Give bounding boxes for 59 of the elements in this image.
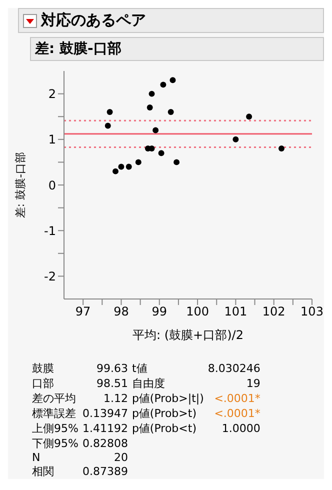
text: 99.63 [95, 361, 128, 376]
chart-title: 対応のあるペア [41, 11, 146, 30]
point [126, 164, 132, 170]
point [146, 104, 153, 110]
text: 1.0000 [220, 421, 260, 436]
text: 口部 [32, 376, 55, 391]
text: 0.87389 [82, 464, 128, 479]
text: p値(Prob<t) [132, 421, 198, 436]
text: N [32, 451, 42, 464]
text: t値 [132, 361, 148, 376]
y-tick-label: -1 [44, 224, 56, 238]
point [112, 168, 118, 174]
text: p値(Prob>t) [132, 406, 198, 421]
text: 20 [112, 451, 128, 464]
point [152, 127, 159, 134]
text: 19 [245, 376, 260, 391]
x-tick-label: 100 [186, 304, 209, 319]
text: 鼓膜 [32, 361, 55, 376]
text: 0.82808 [82, 436, 128, 451]
point [106, 109, 113, 116]
point [158, 150, 164, 156]
x-tick-label: 101 [224, 304, 248, 319]
text: p値(Prob>|t|) [132, 391, 205, 406]
point [232, 136, 239, 142]
text: 8.030246 [208, 361, 260, 376]
x-tick-label: 98 [114, 304, 129, 319]
text: 1.41192 [82, 421, 128, 436]
point [174, 159, 180, 166]
y-tick-label: -2 [44, 269, 56, 284]
chart-subtitle: 差: 鼓膜-口部 [35, 40, 122, 58]
text: 標準誤差 [32, 406, 77, 421]
point [104, 122, 111, 129]
x-tick-label: 97 [75, 304, 91, 319]
x-tick-label: 99 [152, 304, 168, 319]
y-tick-label: 2 [48, 87, 56, 102]
text: <.0001* [213, 391, 260, 406]
point [118, 164, 124, 170]
text: 98.51 [95, 376, 128, 391]
point [160, 82, 166, 88]
text: 上側95% [32, 421, 80, 436]
point [278, 146, 284, 152]
point [135, 159, 142, 166]
text: 自由度 [132, 376, 166, 391]
text: 下側95% [32, 436, 80, 451]
point [170, 77, 176, 84]
y-axis-title: 差: 鼓膜-口部 [14, 152, 27, 218]
text: <.0001* [213, 406, 260, 421]
x-tick-label: 103 [300, 304, 324, 319]
point [246, 114, 252, 120]
point [168, 109, 174, 116]
x-tick-label: 102 [262, 304, 286, 319]
text: 1.12 [102, 391, 128, 406]
point [148, 90, 155, 97]
y-tick-label: 1 [48, 132, 56, 147]
y-tick-label: 0 [48, 178, 56, 192]
text: 相関 [32, 464, 55, 479]
text: 0.13947 [82, 406, 128, 421]
text: 差の平均 [32, 391, 77, 406]
x-axis-title: 平均: (鼓膜+口部)/2 [132, 328, 244, 342]
